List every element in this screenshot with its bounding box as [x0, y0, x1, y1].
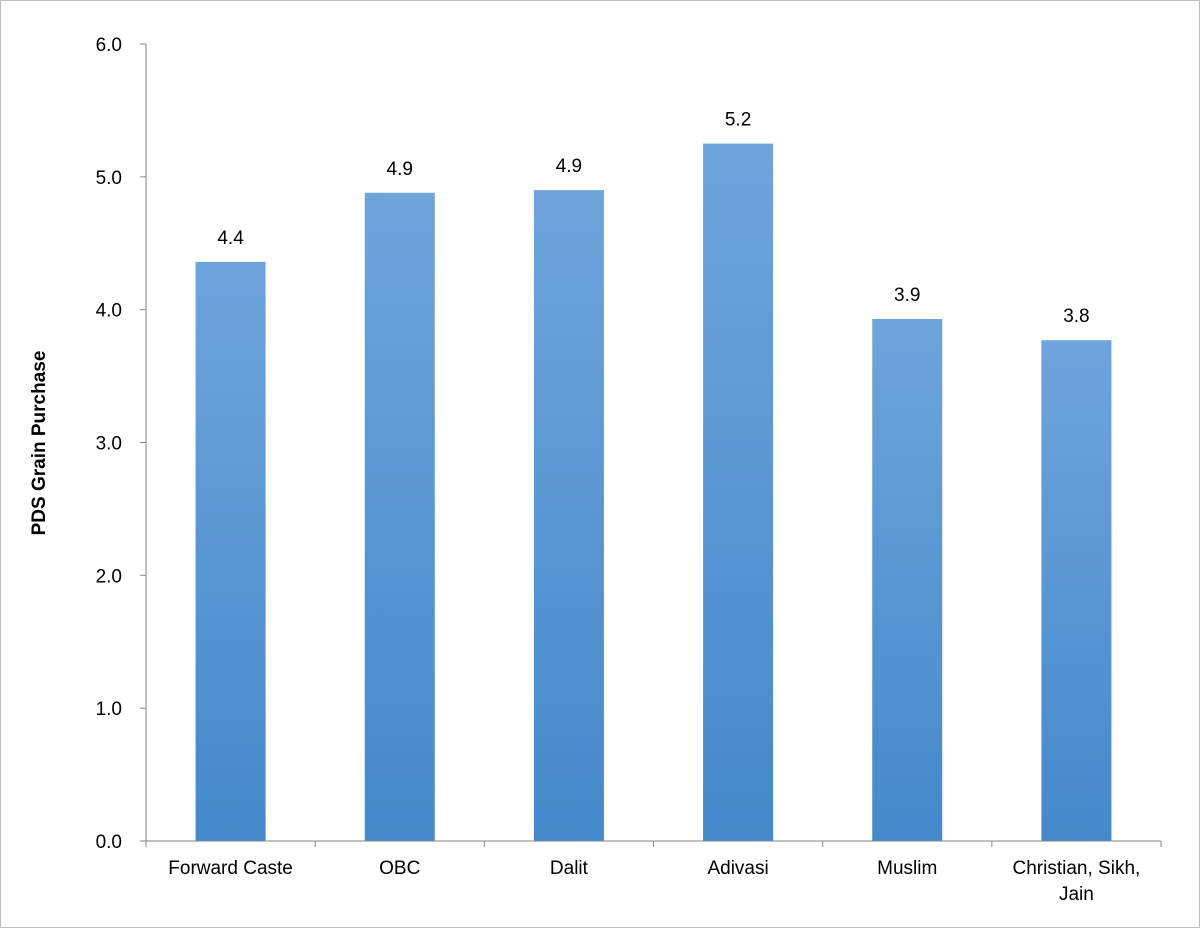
bar — [195, 261, 266, 841]
x-tick-label: Adivasi — [707, 858, 768, 879]
y-tick-label: 6.0 — [96, 35, 122, 56]
data-label: 4.9 — [387, 159, 413, 180]
y-tick-label: 3.0 — [96, 434, 122, 455]
bar — [533, 190, 604, 841]
x-tick-label: Christian, Sikh, Jain — [1013, 858, 1141, 905]
y-tick-label: 5.0 — [96, 168, 122, 189]
y-tick-label: 4.0 — [96, 301, 122, 322]
bar — [364, 192, 435, 842]
labels-layer: 0.0 1.0 2.0 3.0 4.0 5.0 6.0 4.4 Forward Caste 4.9… — [96, 35, 1141, 905]
data-label: 5.2 — [725, 110, 751, 131]
axes-layer — [140, 43, 1162, 847]
bars-layer — [195, 143, 1112, 842]
x-tick-label: OBC — [379, 858, 420, 879]
x-tick-label: Dalit — [550, 858, 589, 879]
y-tick-label: 0.0 — [96, 832, 122, 853]
data-label: 4.9 — [556, 156, 582, 177]
data-label: 3.8 — [1063, 306, 1089, 327]
bar — [703, 143, 774, 841]
bar — [1041, 340, 1112, 841]
y-axis-title: PDS Grain Purchase — [29, 351, 50, 536]
data-label: 3.9 — [894, 285, 920, 306]
x-tick-label: Forward Caste — [168, 858, 293, 879]
x-tick-label: Muslim — [877, 858, 937, 879]
data-label: 4.4 — [217, 228, 244, 249]
y-tick-label: 2.0 — [96, 566, 122, 587]
bar — [872, 318, 943, 842]
y-tick-label: 1.0 — [96, 699, 122, 720]
